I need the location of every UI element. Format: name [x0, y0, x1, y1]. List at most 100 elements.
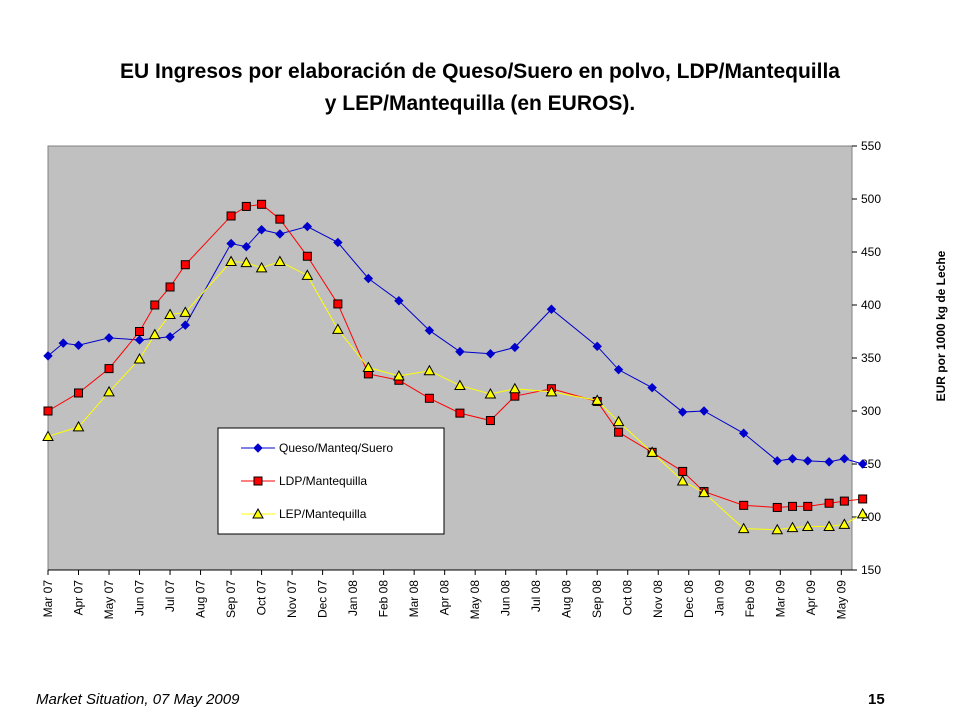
- y-tick-label: 300: [861, 404, 881, 418]
- y-tick-label: 350: [861, 351, 881, 365]
- data-point: [699, 406, 709, 416]
- x-tick-label: Sep 07: [224, 580, 238, 618]
- data-point: [104, 333, 114, 343]
- data-point: [788, 501, 798, 511]
- x-tick-label: Jun 07: [133, 580, 147, 616]
- data-point: [698, 486, 710, 498]
- data-point: [858, 494, 868, 504]
- data-point: [803, 456, 813, 466]
- data-point: [772, 456, 782, 466]
- data-point: [738, 428, 749, 438]
- y-tick-label: 250: [861, 457, 881, 471]
- data-point: [135, 327, 145, 336]
- y-tick-label: 500: [861, 192, 881, 206]
- axes: 150 200 250 300 350 400 450 500 550 Mar 07 Apr 07 M…: [41, 139, 881, 619]
- data-point: [179, 306, 192, 317]
- data-point: [302, 251, 312, 261]
- data-point: [591, 394, 604, 405]
- data-point: [393, 369, 405, 381]
- x-tick-label: May 07: [102, 580, 116, 620]
- data-point: [676, 474, 689, 486]
- data-point: [72, 420, 85, 432]
- data-point: [332, 323, 344, 334]
- data-point: [148, 328, 161, 340]
- data-point: [180, 320, 191, 330]
- chart-title-line-1: EU Ingresos por elaboración de Queso/Sue…: [120, 60, 840, 83]
- data-point: [226, 238, 236, 249]
- legend-marker: [253, 443, 263, 453]
- data-point: [510, 342, 520, 353]
- data-point: [646, 446, 658, 457]
- data-point: [677, 407, 688, 417]
- data-point: [824, 457, 834, 467]
- x-tick-label: Nov 07: [285, 580, 299, 618]
- data-point: [255, 261, 268, 273]
- x-tick-label: Oct 07: [255, 580, 269, 616]
- data-point: [787, 453, 798, 464]
- data-point: [786, 521, 799, 533]
- x-tick-label: Oct 08: [621, 580, 635, 616]
- data-point: [739, 500, 749, 510]
- data-point: [485, 416, 495, 426]
- data-point: [241, 201, 251, 211]
- legend: Queso/Manteq/Suero LDP/Mantequilla LEP/Man…: [217, 427, 445, 535]
- data-point: [257, 199, 267, 209]
- data-point: [43, 406, 53, 416]
- y-tick-label: 550: [861, 139, 881, 153]
- x-tick-label: Feb 08: [377, 580, 391, 618]
- legend-label: LEP/Mantequilla: [279, 507, 367, 521]
- data-point: [333, 237, 343, 248]
- legend-label: LDP/Mantequilla: [279, 474, 367, 488]
- data-point: [823, 520, 835, 532]
- x-tick-label: Apr 07: [72, 580, 86, 616]
- series-2: [42, 255, 869, 535]
- data-point: [275, 229, 285, 239]
- y-tick-label: 200: [861, 510, 881, 524]
- series-layer: [42, 199, 869, 535]
- data-point: [275, 214, 285, 224]
- x-tick-label: Mar 08: [407, 580, 421, 618]
- x-tick-label: Jul 08: [529, 580, 543, 612]
- data-point: [613, 364, 624, 375]
- data-point: [424, 325, 435, 336]
- data-point: [302, 221, 313, 232]
- data-point: [274, 255, 286, 267]
- x-tick-label: Apr 09: [804, 580, 818, 616]
- data-point: [133, 353, 146, 364]
- data-point: [74, 388, 84, 398]
- data-point: [508, 382, 521, 394]
- data-point: [256, 225, 267, 235]
- legend-marker: [253, 476, 263, 486]
- data-point: [362, 361, 375, 373]
- data-point: [225, 255, 237, 267]
- x-tick-label: Jan 08: [346, 580, 360, 616]
- data-point: [772, 502, 782, 512]
- x-tick-label: Feb 09: [743, 580, 757, 618]
- data-point: [737, 522, 750, 534]
- data-point: [150, 300, 160, 310]
- x-tick-label: Mar 07: [41, 580, 55, 618]
- data-point: [839, 496, 849, 506]
- footer-source: Market Situation, 07 May 2009: [36, 691, 240, 708]
- x-tick-label: Dec 07: [316, 580, 330, 618]
- data-point: [612, 415, 625, 427]
- data-point: [546, 304, 557, 314]
- legend-marker: [252, 507, 264, 519]
- data-point: [824, 498, 834, 508]
- data-point: [839, 453, 850, 464]
- x-tick-label: Jun 08: [499, 580, 513, 616]
- x-tick-label: Mar 09: [773, 580, 787, 618]
- data-point: [301, 269, 314, 280]
- data-point: [103, 385, 115, 397]
- data-point: [647, 382, 657, 393]
- data-point: [455, 346, 465, 357]
- data-point: [43, 351, 53, 361]
- data-point: [363, 273, 374, 284]
- data-point: [838, 518, 851, 529]
- data-point: [180, 260, 190, 270]
- series-0: [43, 221, 868, 469]
- data-point: [803, 501, 813, 511]
- data-point: [58, 338, 68, 348]
- data-point: [771, 523, 784, 535]
